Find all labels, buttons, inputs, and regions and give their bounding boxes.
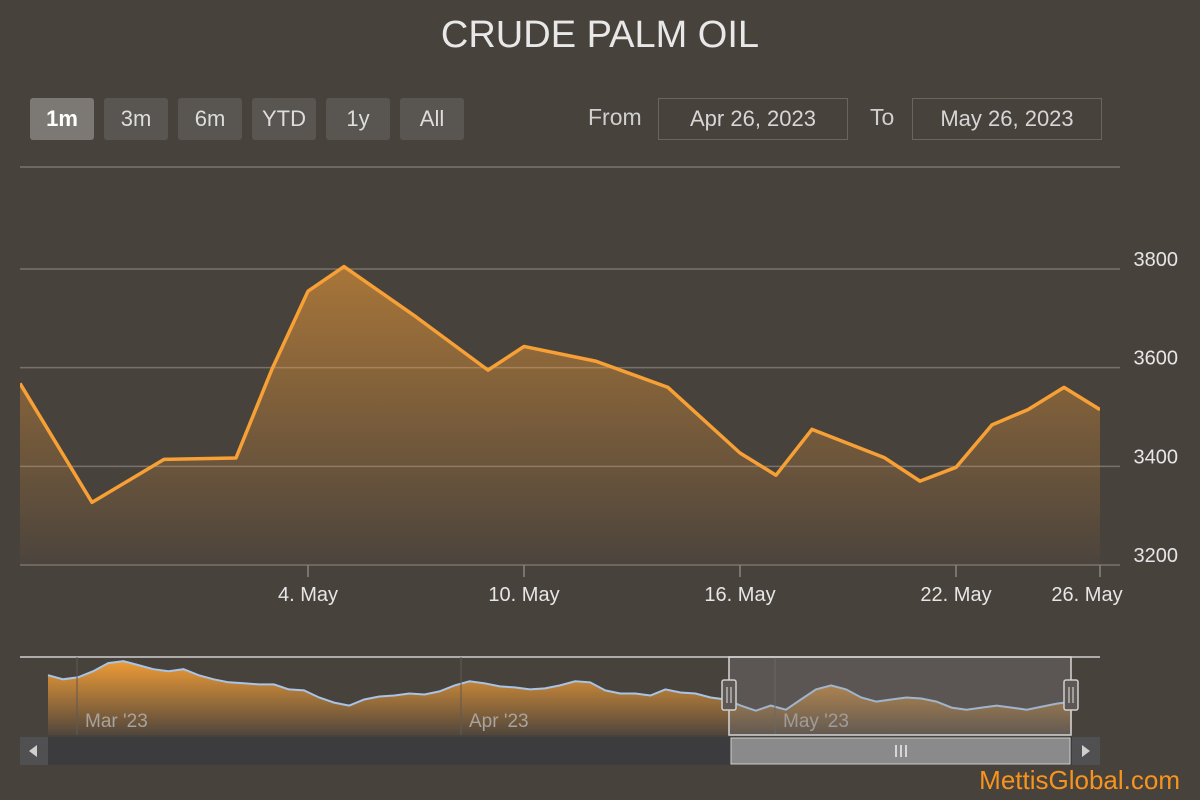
y-tick-label: 3200 xyxy=(1134,545,1179,567)
data-point xyxy=(1099,409,1100,411)
data-point xyxy=(955,466,957,468)
data-point xyxy=(1063,386,1065,388)
to-label: To xyxy=(870,104,895,130)
series-line xyxy=(20,264,1100,505)
data-point xyxy=(991,424,993,426)
data-point xyxy=(775,474,777,476)
data-point xyxy=(523,345,525,347)
chevron-left-icon xyxy=(29,745,37,757)
x-tick-label: 26. May xyxy=(1051,584,1122,606)
from-date-input[interactable] xyxy=(658,98,848,140)
data-point xyxy=(91,501,93,503)
range-button-1y[interactable]: 1y xyxy=(326,98,390,140)
x-tick-label: 22. May xyxy=(920,584,991,606)
y-tick-label: 3600 xyxy=(1134,348,1179,370)
data-point xyxy=(271,368,273,370)
navigator-area xyxy=(48,661,1072,735)
data-point xyxy=(415,316,417,318)
data-point xyxy=(20,382,21,384)
range-button-1m[interactable]: 1m xyxy=(30,98,94,140)
navigator-month-label: Mar '23 xyxy=(85,711,148,732)
data-point xyxy=(811,428,813,430)
series-area xyxy=(20,266,1100,565)
navigator-right-handle[interactable] xyxy=(1063,679,1079,711)
navigator-month-label: Apr '23 xyxy=(469,711,529,732)
data-point xyxy=(739,452,741,454)
data-point xyxy=(883,456,885,458)
chevron-right-icon xyxy=(1082,745,1090,757)
x-tick-label: 4. May xyxy=(278,584,338,606)
range-button-ytd[interactable]: YTD xyxy=(252,98,316,140)
data-point xyxy=(1027,409,1029,411)
brand-watermark: MettisGlobal.com xyxy=(979,765,1180,795)
data-point xyxy=(487,369,489,371)
data-point xyxy=(235,457,237,459)
data-point xyxy=(343,266,345,268)
data-point xyxy=(307,290,309,292)
navigator-month-label: May '23 xyxy=(783,711,849,732)
y-tick-label: 3400 xyxy=(1134,446,1179,468)
chart-title: CRUDE PALM OIL xyxy=(440,14,760,56)
x-tick-label: 10. May xyxy=(488,584,559,606)
data-point xyxy=(163,458,165,460)
range-button-6m[interactable]: 6m xyxy=(178,98,242,140)
data-point xyxy=(595,360,597,362)
navigator-line xyxy=(47,660,1073,712)
navigator-selection[interactable] xyxy=(728,656,1072,736)
y-tick-label: 3800 xyxy=(1134,249,1179,271)
from-label: From xyxy=(588,104,642,130)
data-point xyxy=(919,480,921,482)
navigator-left-handle[interactable] xyxy=(721,679,737,711)
range-button-3m[interactable]: 3m xyxy=(104,98,168,140)
range-button-all[interactable]: All xyxy=(400,98,464,140)
to-date-input[interactable] xyxy=(912,98,1102,140)
data-point xyxy=(667,386,669,388)
x-tick-label: 16. May xyxy=(704,584,775,606)
